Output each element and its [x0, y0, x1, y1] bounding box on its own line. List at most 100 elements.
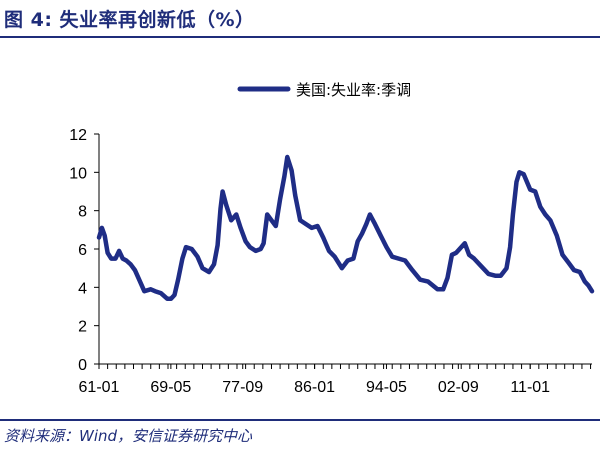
data-point: [454, 251, 458, 255]
data-point: [463, 241, 467, 245]
data-point: [515, 180, 518, 184]
data-point: [124, 259, 128, 262]
data-point: [234, 213, 238, 216]
data-point: [159, 291, 163, 295]
data-point: [528, 188, 532, 192]
data-point: [403, 259, 407, 262]
data-point: [373, 222, 377, 226]
data-point: [248, 245, 252, 249]
data-point: [467, 253, 471, 257]
x-tick-label: 02-09: [438, 379, 479, 396]
data-point: [590, 289, 594, 293]
chart-legend: 美国:失业率:季调: [237, 81, 411, 99]
legend-label: 美国:失业率:季调: [296, 81, 411, 99]
data-point: [505, 266, 508, 270]
x-tick-label: 77-09: [222, 379, 263, 396]
data-point: [418, 278, 422, 282]
data-point: [293, 193, 297, 197]
data-point: [190, 247, 194, 251]
data-point: [290, 168, 294, 172]
data-point: [446, 276, 449, 280]
y-tick-label: 8: [78, 204, 87, 221]
plot-area: [96, 154, 595, 302]
data-point: [149, 287, 153, 291]
data-point: [285, 155, 289, 159]
data-point: [327, 249, 331, 253]
data-point: [511, 213, 515, 216]
data-point: [153, 289, 157, 293]
data-point: [487, 272, 490, 276]
data-point: [586, 283, 590, 287]
source-note: 资料来源：Wind，安信证券研究中心: [4, 427, 253, 445]
data-point: [265, 213, 269, 216]
data-point: [221, 190, 225, 193]
figure-title: 图 4: 失业率再创新低（%）: [4, 9, 255, 31]
data-point: [368, 213, 372, 216]
data-point: [508, 245, 512, 249]
data-point: [216, 243, 220, 247]
data-point: [356, 239, 360, 243]
data-point: [340, 266, 344, 270]
data-point: [566, 260, 570, 264]
data-point: [333, 255, 337, 259]
data-point: [436, 287, 439, 291]
data-point: [479, 264, 483, 268]
data-point: [196, 255, 199, 259]
data-point: [100, 226, 104, 230]
data-point: [390, 255, 394, 259]
data-point: [165, 297, 169, 301]
y-tick-label: 12: [69, 127, 87, 144]
source-rule: [0, 419, 600, 421]
data-point: [207, 270, 211, 274]
data-point: [316, 224, 319, 228]
data-point: [561, 253, 564, 257]
data-point: [548, 218, 552, 222]
data-point: [224, 203, 228, 207]
title-rule: [0, 36, 600, 38]
data-point: [517, 170, 521, 174]
data-point: [129, 262, 133, 266]
data-point: [254, 249, 258, 253]
data-point: [360, 232, 364, 236]
data-point: [239, 226, 243, 230]
data-point: [578, 270, 582, 274]
data-point: [176, 278, 180, 282]
data-point: [137, 278, 141, 282]
data-point: [310, 226, 314, 230]
data-point: [184, 245, 188, 249]
data-point: [426, 280, 430, 284]
data-point: [397, 257, 401, 261]
data-point: [494, 274, 498, 278]
data-point: [270, 218, 273, 222]
chart-axes: 0 2 4 6 8 10 12 61-01 69-05 77-09 86-01 94-05 02-09 1…: [69, 127, 592, 396]
data-point: [212, 262, 216, 266]
y-tick-label: 0: [78, 357, 87, 374]
x-tick-label: 94-05: [366, 379, 407, 396]
data-point: [229, 218, 233, 222]
y-tick-label: 2: [78, 319, 87, 336]
data-point: [410, 268, 414, 272]
data-point: [572, 268, 576, 272]
x-tick-label: 86-01: [294, 379, 335, 396]
data-point: [133, 268, 137, 272]
data-point: [180, 257, 184, 261]
y-tick-label: 6: [78, 242, 87, 259]
data-point: [472, 257, 476, 261]
y-tick-label: 4: [78, 280, 87, 297]
x-tick-label: 61-01: [79, 379, 120, 396]
data-point: [259, 247, 263, 251]
data-point: [282, 174, 286, 178]
data-point: [533, 190, 537, 193]
data-point: [173, 293, 176, 297]
data-point: [201, 266, 204, 270]
data-point: [219, 207, 222, 211]
data-point: [109, 257, 113, 261]
data-point: [103, 234, 107, 238]
data-point: [169, 297, 173, 301]
data-point: [555, 234, 559, 238]
data-point: [364, 222, 368, 226]
data-point: [441, 287, 445, 291]
data-point: [538, 205, 542, 209]
data-point: [298, 218, 302, 222]
data-point: [385, 245, 388, 249]
